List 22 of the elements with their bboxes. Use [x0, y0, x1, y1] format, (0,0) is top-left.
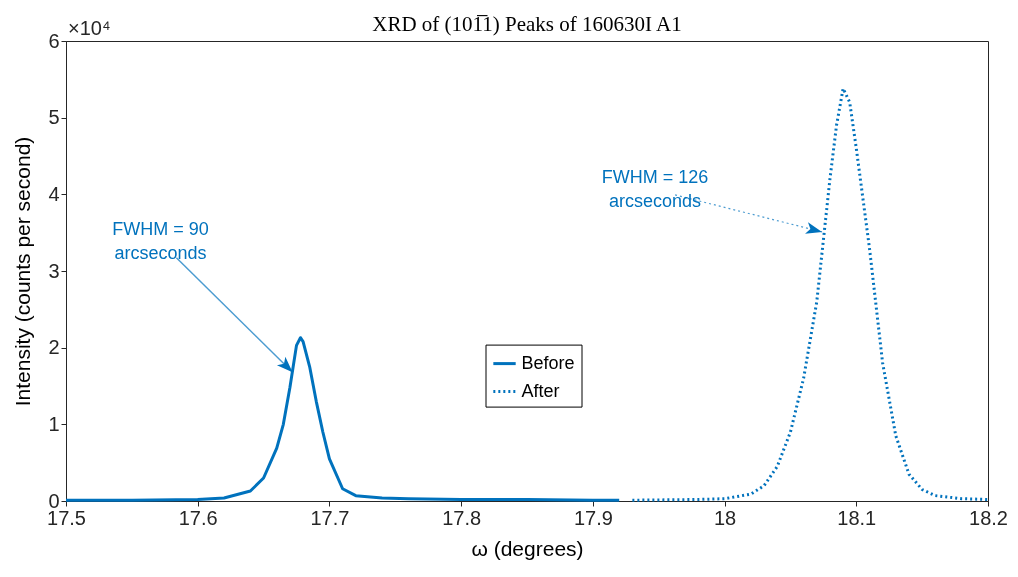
y-tick-label: 4 — [48, 182, 60, 205]
chart-title: XRD of (101̅1) Peaks of 160630I A1 — [372, 12, 682, 36]
x-tick-label: 18 — [713, 506, 737, 529]
y-tick-label: 2 — [48, 336, 60, 359]
x-tick-label: 18.2 — [969, 506, 1008, 529]
y-tick-label: 1 — [48, 412, 60, 435]
text: ×10⁴ — [68, 17, 111, 39]
annotation: FWHM = 126 arcseconds — [601, 166, 709, 211]
y-axis-title: Intensity (counts per second) — [11, 136, 35, 407]
x-tick-label: 17.6 — [178, 506, 218, 529]
y-tick-label: 0 — [48, 489, 60, 512]
legend-label: After — [521, 380, 560, 401]
annotation: FWHM = 90 arcseconds — [112, 219, 209, 264]
x-axis-title: ω (degrees) — [471, 536, 584, 560]
x-tick-label: 17.8 — [442, 506, 482, 529]
x-tick-label: 18.1 — [837, 506, 877, 529]
x-tick-label: 17.7 — [310, 506, 350, 529]
x-tick-label: 17.9 — [573, 506, 613, 529]
y-tick-label: 6 — [48, 29, 60, 52]
legend-label: Before — [521, 352, 575, 373]
y-tick-label: 3 — [48, 259, 60, 282]
y-tick-label: 5 — [48, 106, 60, 129]
